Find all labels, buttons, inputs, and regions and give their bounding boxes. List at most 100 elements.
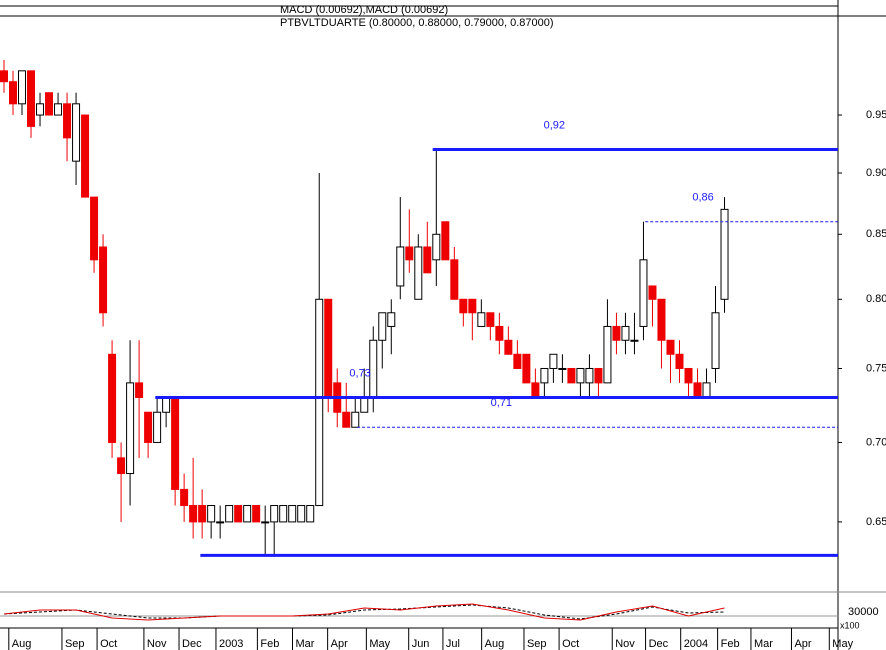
candle-body [81,114,90,198]
level-label: 0,86 [692,192,713,204]
candle-body [531,382,540,398]
y-tick-label: 0.80 [866,293,886,305]
x-tick-label: Nov [147,638,167,650]
candle-body [234,505,243,523]
y-tick-label: 0.70 [866,436,886,448]
x-tick-label: Nov [615,638,635,650]
candle-body [126,382,135,475]
x-tick-label: Apr [331,638,348,650]
candle-body [144,411,153,443]
candle-body [36,103,45,116]
candle-body [648,285,657,300]
candle-body [423,246,432,274]
candle-body [396,246,405,287]
candle-body [630,339,639,342]
x-tick-label: May [369,638,390,650]
x-tick-label: Mar [296,638,315,650]
candle-body [315,298,324,507]
x-tick-label: Jun [412,638,430,650]
x-tick-label: 2004 [684,638,708,650]
candle-body [675,353,684,369]
chart-title: PTBVLTDUARTE (0.80000, 0.88000, 0.79000,… [280,17,554,29]
candle-body [297,505,306,523]
candle-body [207,505,216,523]
candle-body [279,505,288,523]
macd-unit-label: x100 [840,620,860,630]
candle-body [576,367,585,384]
candle-body [117,457,126,475]
macd-line [3,603,725,621]
candle-body [63,103,72,139]
candle-body [225,505,234,523]
candle-body [306,505,315,523]
x-tick-label: Sep [65,638,85,650]
candle-body [72,103,81,162]
candle-body [342,411,351,428]
level-label: 0,92 [544,119,565,131]
macd-scale-label: 30000 [848,606,879,618]
y-tick-label: 0.65 [866,516,886,528]
candle-body [468,298,477,314]
candle-body [27,70,36,127]
candle-body [9,81,18,105]
macd-line [3,604,725,620]
x-tick-label: Apr [794,638,811,650]
candle-body [378,312,387,341]
candle-body [639,259,648,327]
candle-body [720,208,729,300]
candle-body [0,70,8,83]
x-tick-label: May [832,638,853,650]
candle-body [108,353,117,443]
candle-body [603,325,612,384]
candle-body [666,339,675,355]
x-tick-label: Feb [260,638,279,650]
candle-body [432,233,441,261]
candle-body [585,367,594,384]
candle-body [504,339,513,355]
level-label: 0,71 [491,397,512,409]
x-tick-label: Mar [754,638,773,650]
y-tick-label: 0.95 [866,109,886,121]
candle-body [612,325,621,341]
candle-body [270,505,279,523]
candle-body [243,505,252,523]
candle-body [495,325,504,341]
x-tick-label: Aug [12,638,32,650]
candle-body [486,312,495,327]
candle-body [360,396,369,413]
x-tick-label: 2003 [219,638,243,650]
x-tick-label: Oct [562,638,579,650]
candle-body [711,312,720,369]
x-tick-label: Dec [649,638,669,650]
candle-body [693,382,702,398]
y-tick-label: 0.75 [866,362,886,374]
candle-body [459,298,468,314]
candle-body [702,382,711,398]
candle-body [153,411,162,443]
candle-body [540,367,549,384]
y-tick-label: 0.90 [866,167,886,179]
candle-body [450,259,459,300]
candle-body [513,353,522,369]
candle-body [162,396,171,413]
candle-body [189,505,198,523]
candle-body [558,367,567,370]
candle-body [171,396,180,490]
candle-body [288,505,297,523]
candle-body [477,312,486,327]
candle-body [594,367,603,384]
candle-body [135,382,144,398]
x-tick-label: Aug [485,638,505,650]
candle-body [549,353,558,369]
candle-body [261,521,270,524]
indicator-title: MACD (0.00692),MACD (0.00692) [280,4,448,16]
candle-body [180,488,189,507]
candle-body [252,505,261,523]
candle-body [441,221,450,261]
candle-body [54,103,63,116]
candle-body [216,521,225,524]
candle-body [18,70,27,105]
candle-body [351,411,360,428]
x-tick-label: Feb [721,638,740,650]
candle-body [621,325,630,341]
